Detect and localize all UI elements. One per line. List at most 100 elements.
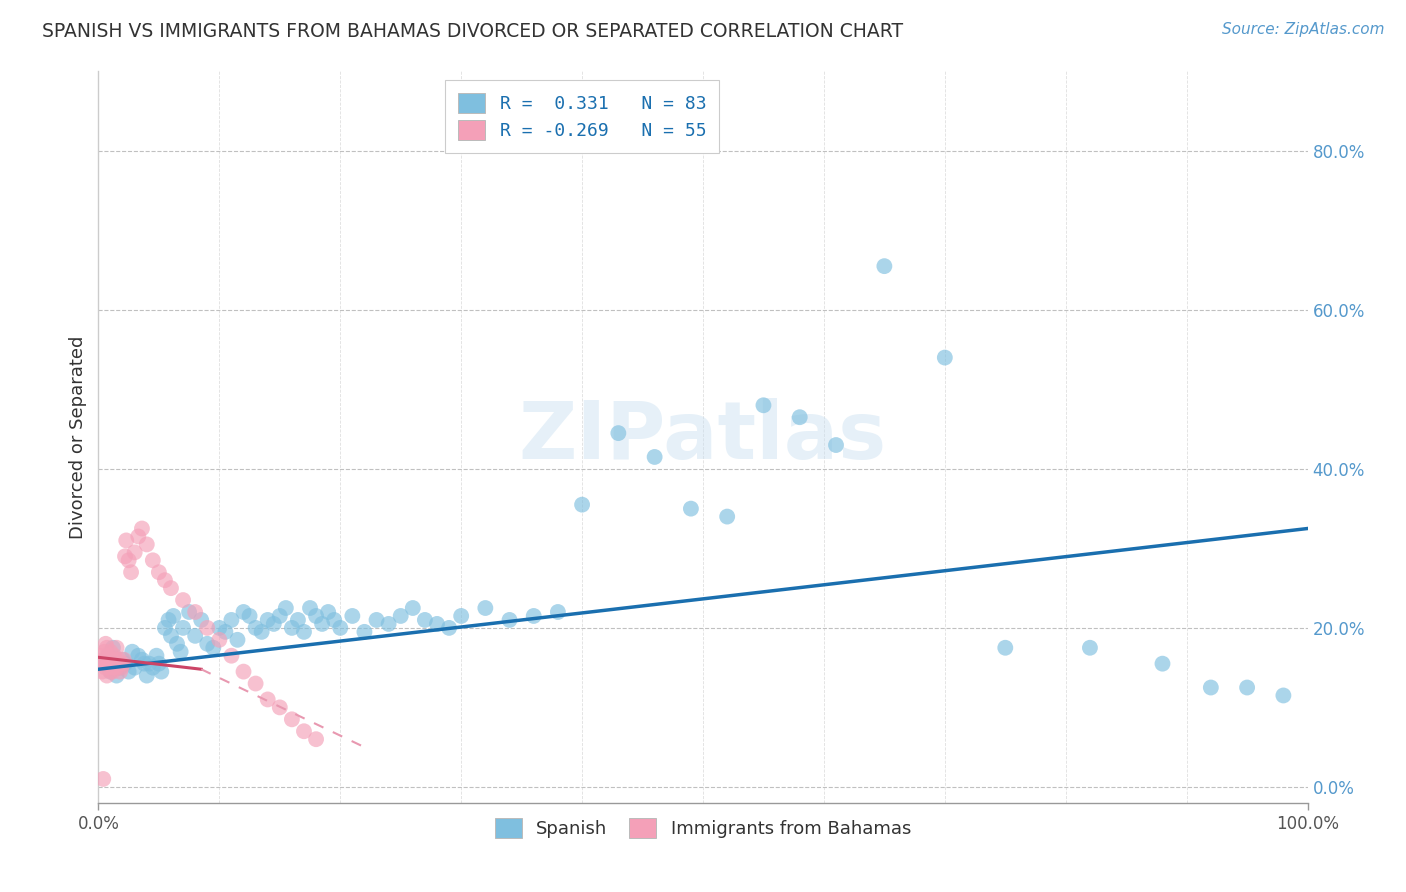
Point	[118, 665, 141, 679]
Point	[153, 573, 176, 587]
Point	[311, 616, 333, 631]
Point	[263, 616, 285, 631]
Point	[256, 692, 278, 706]
Point	[93, 657, 115, 671]
Point	[91, 665, 114, 679]
Point	[100, 645, 122, 659]
Point	[274, 601, 297, 615]
Point	[160, 629, 183, 643]
Point	[148, 657, 170, 671]
Point	[190, 613, 212, 627]
Point	[138, 657, 160, 671]
Point	[114, 549, 136, 564]
Point	[413, 613, 436, 627]
Point	[292, 624, 315, 639]
Point	[172, 621, 194, 635]
Point	[100, 665, 122, 679]
Point	[269, 609, 291, 624]
Point	[94, 637, 117, 651]
Point	[994, 640, 1017, 655]
Point	[124, 660, 146, 674]
Point	[145, 648, 167, 663]
Point	[100, 653, 122, 667]
Point	[115, 533, 138, 548]
Point	[172, 593, 194, 607]
Point	[716, 509, 738, 524]
Point	[547, 605, 569, 619]
Point	[166, 637, 188, 651]
Point	[179, 605, 201, 619]
Point	[89, 657, 111, 671]
Text: SPANISH VS IMMIGRANTS FROM BAHAMAS DIVORCED OR SEPARATED CORRELATION CHART: SPANISH VS IMMIGRANTS FROM BAHAMAS DIVOR…	[42, 22, 903, 41]
Point	[679, 501, 702, 516]
Point	[124, 545, 146, 559]
Point	[105, 660, 128, 674]
Point	[127, 529, 149, 543]
Point	[135, 668, 157, 682]
Point	[111, 653, 134, 667]
Point	[184, 605, 207, 619]
Point	[281, 712, 304, 726]
Point	[329, 621, 352, 635]
Point	[239, 609, 262, 624]
Point	[316, 605, 339, 619]
Point	[91, 772, 114, 786]
Point	[142, 553, 165, 567]
Point	[101, 665, 124, 679]
Point	[825, 438, 848, 452]
Point	[426, 616, 449, 631]
Point	[104, 653, 127, 667]
Point	[202, 640, 225, 655]
Point	[1272, 689, 1295, 703]
Point	[571, 498, 593, 512]
Point	[98, 653, 121, 667]
Point	[134, 657, 156, 671]
Point	[342, 609, 364, 624]
Point	[1199, 681, 1222, 695]
Point	[100, 657, 122, 671]
Point	[105, 640, 128, 655]
Point	[281, 621, 304, 635]
Point	[105, 668, 128, 682]
Point	[292, 724, 315, 739]
Point	[103, 657, 125, 671]
Point	[148, 566, 170, 580]
Point	[169, 645, 191, 659]
Point	[97, 648, 120, 663]
Point	[91, 653, 114, 667]
Point	[195, 621, 218, 635]
Point	[93, 645, 115, 659]
Point	[96, 640, 118, 655]
Point	[184, 629, 207, 643]
Point	[214, 624, 236, 639]
Point	[97, 648, 120, 663]
Point	[402, 601, 425, 615]
Point	[305, 732, 328, 747]
Point	[121, 645, 143, 659]
Point	[101, 660, 124, 674]
Point	[232, 665, 254, 679]
Point	[150, 665, 173, 679]
Legend: Spanish, Immigrants from Bahamas: Spanish, Immigrants from Bahamas	[488, 811, 918, 845]
Point	[101, 640, 124, 655]
Point	[108, 653, 131, 667]
Point	[269, 700, 291, 714]
Point	[90, 648, 112, 663]
Point	[245, 621, 267, 635]
Point	[256, 613, 278, 627]
Point	[366, 613, 388, 627]
Point	[127, 648, 149, 663]
Point	[114, 657, 136, 671]
Point	[498, 613, 520, 627]
Point	[195, 637, 218, 651]
Point	[110, 660, 132, 674]
Point	[353, 624, 375, 639]
Point	[450, 609, 472, 624]
Point	[437, 621, 460, 635]
Point	[250, 624, 273, 639]
Point	[474, 601, 496, 615]
Point	[120, 566, 142, 580]
Point	[389, 609, 412, 624]
Point	[232, 605, 254, 619]
Point	[118, 553, 141, 567]
